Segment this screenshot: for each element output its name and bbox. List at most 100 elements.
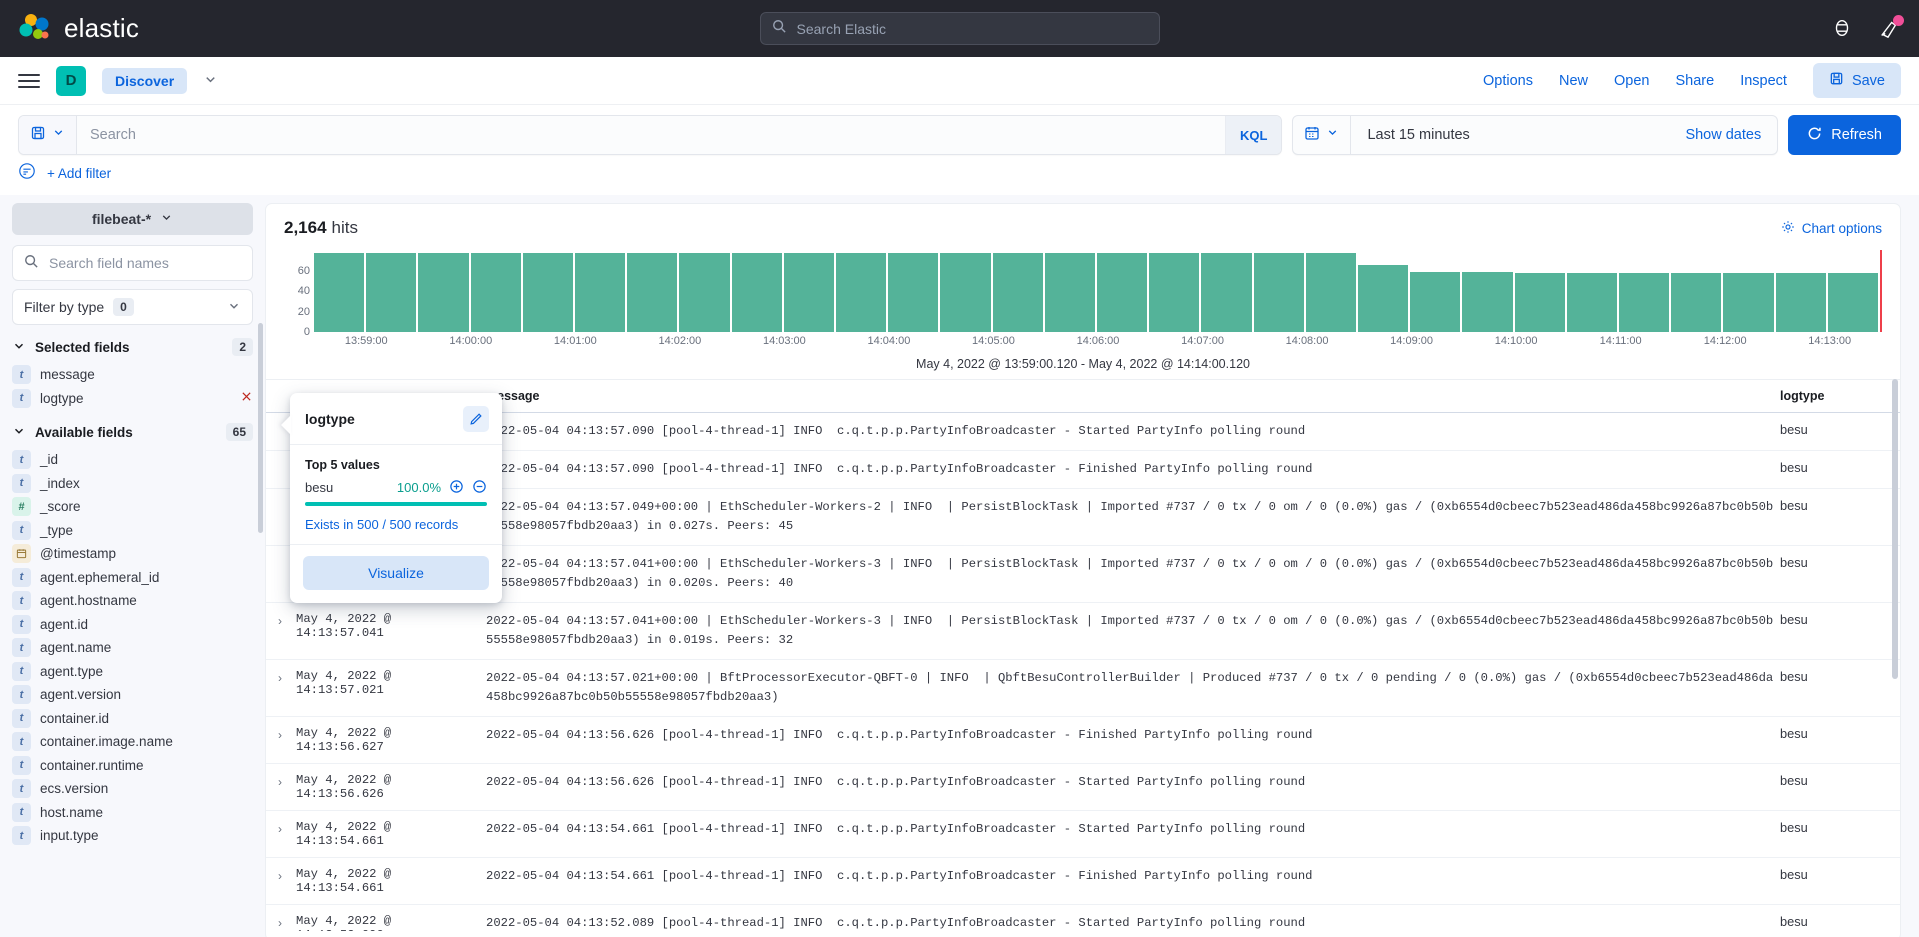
available-fields-header[interactable]: Available fields 65 bbox=[12, 423, 253, 441]
search-field-names-input[interactable] bbox=[47, 254, 241, 272]
histogram-bar[interactable] bbox=[575, 253, 626, 332]
histogram-bar[interactable] bbox=[1514, 272, 1565, 332]
date-range-label[interactable]: Last 15 minutes bbox=[1367, 127, 1470, 143]
field-item-agent-id[interactable]: t agent.id bbox=[12, 613, 253, 637]
table-row[interactable]: › May 4, 2022 @ 14:13:56.626 2022-05-04 04… bbox=[266, 764, 1900, 811]
field-item-agent-name[interactable]: t agent.name bbox=[12, 636, 253, 660]
table-row[interactable]: › May 4, 2022 @ 14:13:54.661 2022-05-04 04… bbox=[266, 811, 1900, 858]
histogram-bar[interactable] bbox=[1097, 253, 1148, 332]
histogram-bar[interactable] bbox=[314, 253, 365, 332]
chevron-down-icon[interactable] bbox=[203, 72, 218, 90]
global-search-input[interactable] bbox=[794, 19, 1148, 38]
histogram-bar[interactable] bbox=[888, 253, 939, 332]
edit-field-pencil-icon[interactable] bbox=[463, 406, 489, 432]
table-row[interactable]: › May 4, 2022 @ 14:13:52.090 2022-05-04 04… bbox=[266, 905, 1900, 931]
histogram-bar[interactable] bbox=[1671, 272, 1722, 332]
filter-list-icon[interactable] bbox=[18, 162, 36, 185]
histogram-bar[interactable] bbox=[940, 253, 991, 332]
date-quick-menu-button[interactable] bbox=[1293, 116, 1352, 154]
add-filter-button[interactable]: + Add filter bbox=[47, 166, 112, 181]
options-button[interactable]: Options bbox=[1483, 72, 1533, 89]
saved-query-menu-button[interactable] bbox=[19, 116, 77, 154]
show-dates-button[interactable]: Show dates bbox=[1685, 127, 1762, 143]
exists-in-records-link[interactable]: Exists in 500 / 500 records bbox=[305, 517, 459, 532]
visualize-button[interactable]: Visualize bbox=[303, 556, 489, 590]
expand-row-caret-icon[interactable]: › bbox=[278, 822, 282, 836]
field-search-box[interactable] bbox=[12, 245, 253, 281]
help-icon[interactable] bbox=[1831, 17, 1855, 41]
histogram-bar[interactable] bbox=[1462, 271, 1513, 332]
histogram-bar[interactable] bbox=[836, 253, 887, 332]
histogram-bar[interactable] bbox=[992, 253, 1043, 332]
remove-field-icon[interactable] bbox=[240, 390, 253, 406]
field-item--index[interactable]: t _index bbox=[12, 472, 253, 496]
open-button[interactable]: Open bbox=[1614, 72, 1650, 89]
field-item-container-runtime[interactable]: t container.runtime bbox=[12, 754, 253, 778]
table-row[interactable]: 2022-05-04 04:13:57.090 [pool-4-thread-1… bbox=[266, 451, 1900, 489]
histogram-bar[interactable] bbox=[1044, 253, 1096, 332]
elastic-brand[interactable]: elastic bbox=[18, 13, 139, 45]
field-item-logtype[interactable]: t logtype bbox=[12, 387, 253, 411]
expand-row-caret-icon[interactable]: › bbox=[278, 671, 282, 685]
histogram-bar[interactable] bbox=[1358, 265, 1409, 332]
share-button[interactable]: Share bbox=[1675, 72, 1715, 89]
query-language-button[interactable]: KQL bbox=[1224, 116, 1282, 154]
index-pattern-select[interactable]: filebeat-* bbox=[12, 203, 253, 235]
field-item-agent-version[interactable]: t agent.version bbox=[12, 683, 253, 707]
search-input[interactable] bbox=[77, 127, 1225, 143]
histogram-bar[interactable] bbox=[366, 253, 417, 332]
histogram-bar[interactable] bbox=[627, 253, 678, 332]
logtype-column-header[interactable]: logtype bbox=[1780, 389, 1825, 403]
space-avatar[interactable]: D bbox=[56, 65, 86, 96]
histogram-bar[interactable] bbox=[783, 253, 835, 332]
selected-fields-header[interactable]: Selected fields 2 bbox=[12, 338, 253, 356]
table-row[interactable]: › May 4, 2022 @ 14:13:54.661 2022-05-04 04… bbox=[266, 858, 1900, 905]
expand-row-caret-icon[interactable]: › bbox=[278, 869, 282, 883]
table-row[interactable]: › May 4, 2022 @ 14:13:57.041 2022-05-04 04… bbox=[266, 603, 1900, 660]
histogram-bar[interactable] bbox=[1305, 253, 1357, 332]
message-column-header[interactable]: message bbox=[486, 389, 540, 403]
field-item-container-image-name[interactable]: t container.image.name bbox=[12, 730, 253, 754]
expand-row-caret-icon[interactable]: › bbox=[278, 728, 282, 742]
field-item--score[interactable]: # _score bbox=[12, 495, 253, 519]
save-button[interactable]: Save bbox=[1812, 63, 1901, 98]
histogram-bar[interactable] bbox=[1410, 271, 1461, 332]
new-button[interactable]: New bbox=[1558, 72, 1588, 89]
sidebar-scrollbar[interactable] bbox=[258, 323, 263, 533]
menu-hamburger-icon[interactable] bbox=[18, 73, 40, 88]
field-item-message[interactable]: t message bbox=[12, 363, 253, 387]
inspect-button[interactable]: Inspect bbox=[1740, 72, 1787, 89]
filter-for-value-icon[interactable] bbox=[449, 479, 464, 496]
histogram-bar[interactable] bbox=[1149, 253, 1200, 332]
field-item--id[interactable]: t _id bbox=[12, 448, 253, 472]
histogram-bar[interactable] bbox=[679, 253, 730, 332]
table-row[interactable]: 2022-05-04 04:13:57.049+00:00 | EthSched… bbox=[266, 489, 1900, 546]
histogram-bar[interactable] bbox=[418, 253, 469, 332]
chart-bars[interactable] bbox=[314, 250, 1883, 332]
field-item-input-type[interactable]: t input.type bbox=[12, 824, 253, 848]
global-search-bar[interactable] bbox=[759, 12, 1160, 45]
histogram-bar[interactable] bbox=[731, 253, 782, 332]
field-item--timestamp[interactable]: @timestamp bbox=[12, 542, 253, 566]
histogram-bar[interactable] bbox=[1566, 272, 1618, 332]
field-item-ecs-version[interactable]: t ecs.version bbox=[12, 777, 253, 801]
table-row[interactable]: › May 4, 2022 @ 14:13:56.627 2022-05-04 04… bbox=[266, 717, 1900, 764]
chart-options-button[interactable]: Chart options bbox=[1781, 220, 1882, 237]
histogram-bar[interactable] bbox=[522, 253, 574, 332]
expand-row-caret-icon[interactable]: › bbox=[278, 775, 282, 789]
breadcrumb-discover[interactable]: Discover bbox=[102, 67, 188, 94]
expand-row-caret-icon[interactable]: › bbox=[278, 614, 282, 628]
table-scrollbar[interactable] bbox=[1892, 379, 1898, 679]
table-row[interactable]: › May 4, 2022 @ 14:13:57.021 2022-05-04 04… bbox=[266, 660, 1900, 717]
histogram-bar[interactable] bbox=[470, 253, 521, 332]
field-item-host-name[interactable]: t host.name bbox=[12, 801, 253, 825]
expand-row-caret-icon[interactable]: › bbox=[278, 916, 282, 930]
notifications-bell-icon[interactable] bbox=[1877, 14, 1904, 41]
histogram-bar[interactable] bbox=[1253, 253, 1304, 332]
histogram-bar[interactable] bbox=[1723, 272, 1774, 332]
table-row[interactable]: 2022-05-04 04:13:57.041+00:00 | EthSched… bbox=[266, 546, 1900, 603]
field-item-agent-type[interactable]: t agent.type bbox=[12, 660, 253, 684]
filter-out-value-icon[interactable] bbox=[472, 479, 487, 496]
histogram-bar[interactable] bbox=[1201, 253, 1252, 332]
field-item--type[interactable]: t _type bbox=[12, 519, 253, 543]
